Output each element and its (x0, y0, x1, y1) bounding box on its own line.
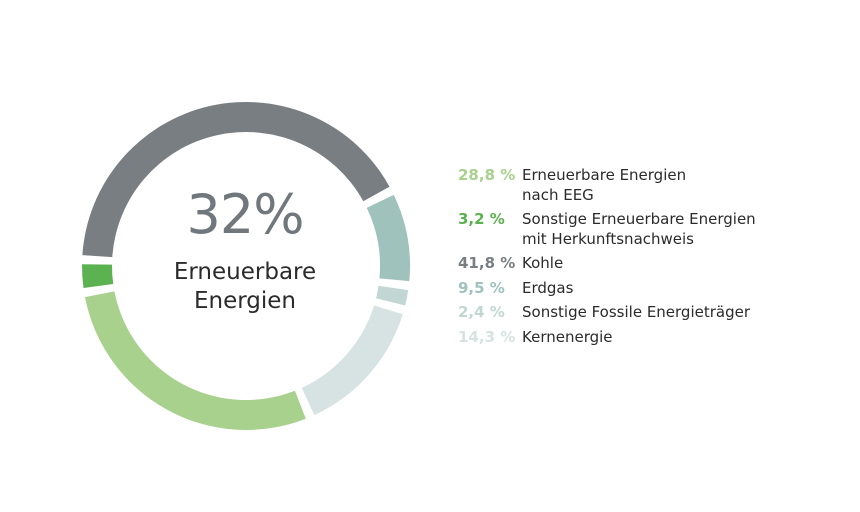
center-label: Erneuerbare Energien (173, 259, 317, 314)
legend-label-0: Erneuerbare Energien nach EEG (522, 166, 687, 204)
slice-3 (366, 194, 410, 282)
legend-item-1: 3,2 % Sonstige Erneuerbare Energien mit H… (458, 210, 848, 249)
legend-label-2: Kohle (522, 254, 564, 272)
slice-4 (376, 285, 409, 306)
legend-value-2: 41,8 % (458, 254, 516, 272)
legend-item-3: 9,5 % Erdgas (458, 279, 848, 299)
legend-value-1: 3,2 % (458, 210, 505, 228)
legend-label-5: Kernenergie (522, 327, 613, 346)
legend-item-5: 14,3 % Kernenergie (458, 328, 848, 348)
legend-item-0: 28,8 % Erneuerbare Energien nach EEG (458, 166, 848, 205)
slice-2 (82, 101, 390, 258)
legend-label-4: Sonstige Fossile Energieträger (522, 303, 751, 321)
legend-item-2: 41,8 % Kohle (458, 254, 848, 274)
legend: 28,8 % Erneuerbare Energien nach EEG 3,2 %… (458, 166, 848, 352)
legend-label-3: Erdgas (522, 278, 574, 297)
slice-0 (84, 291, 306, 430)
legend-value-3: 9,5 % (458, 278, 505, 297)
slice-5 (301, 305, 403, 416)
legend-value-4: 2,4 % (458, 303, 505, 321)
legend-value-0: 28,8 % (458, 166, 516, 184)
center-value: 32% (186, 183, 304, 246)
legend-label-1: Sonstige Erneuerbare Energien mit Herkun… (522, 210, 756, 248)
legend-value-5: 14,3 % (458, 327, 516, 346)
slice-1 (82, 264, 114, 289)
legend-item-4: 2,4 % Sonstige Fossile Energieträger (458, 303, 848, 323)
